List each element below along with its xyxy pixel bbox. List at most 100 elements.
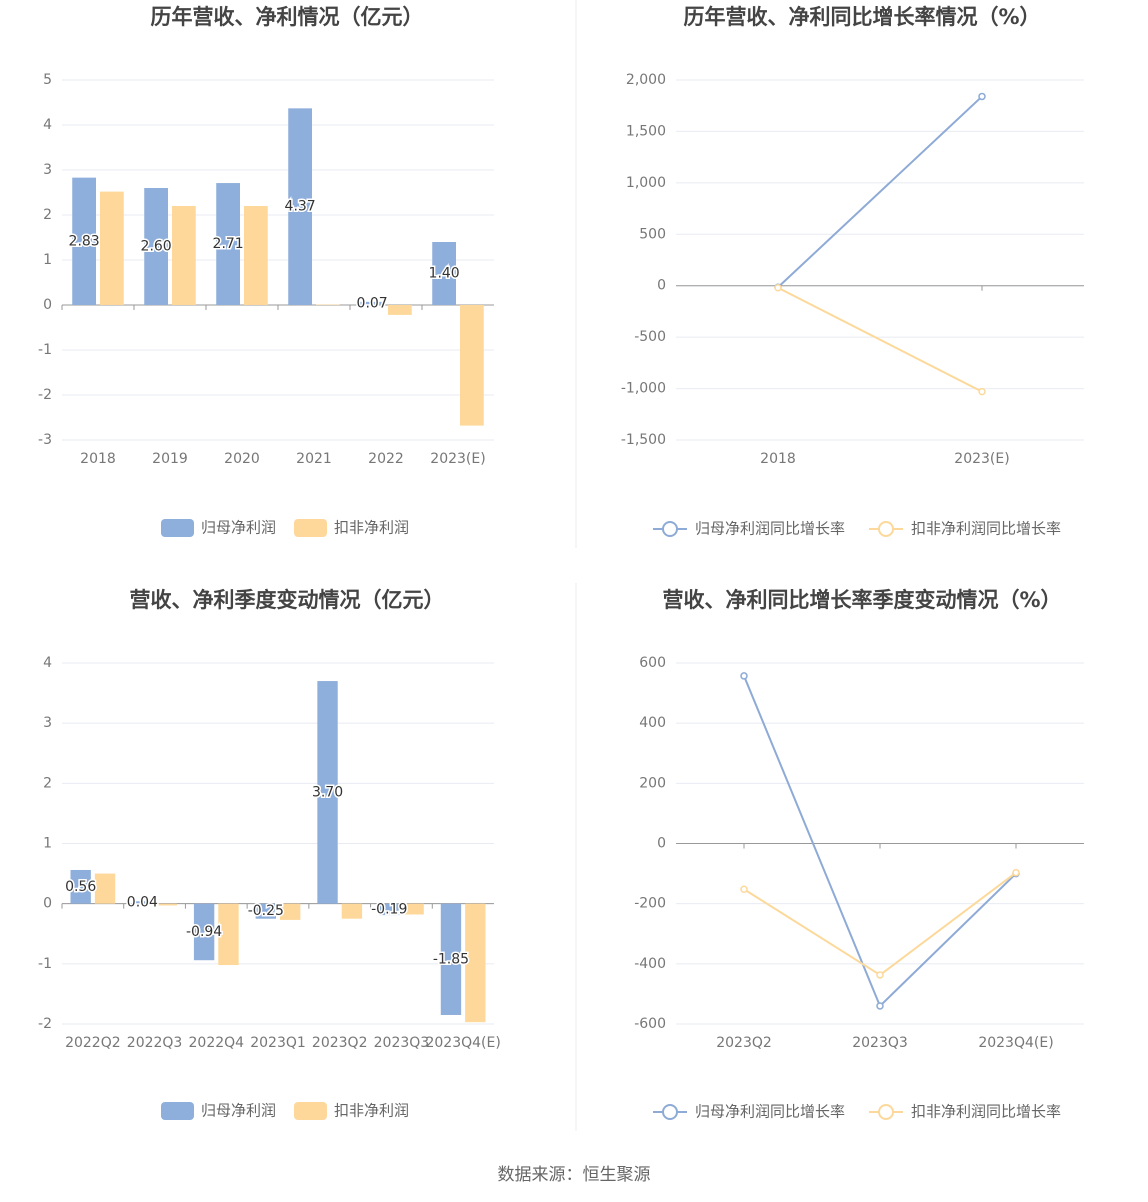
value-label: 2.71: [213, 236, 244, 252]
y-tick-label: 2,000: [626, 72, 666, 88]
legend-label: 归母净利润: [201, 1102, 276, 1120]
x-tick-label: 2023Q1: [250, 1035, 306, 1051]
y-tick-label: 1,500: [626, 123, 666, 139]
y-tick-label: 0: [657, 278, 666, 294]
y-tick-label: 2: [43, 775, 52, 791]
legend-label: 归母净利润: [201, 519, 276, 537]
bar: [317, 681, 338, 904]
point: [740, 885, 748, 893]
value-label: 3.70: [312, 784, 343, 800]
bar: [288, 108, 312, 305]
point: [740, 672, 748, 680]
bar: [388, 305, 412, 315]
bar: [465, 903, 486, 1023]
series-line: [743, 675, 1017, 1008]
y-tick-label: 0: [43, 896, 52, 912]
x-tick-label: 2023Q3: [374, 1035, 430, 1051]
y-tick-label: 500: [639, 226, 666, 242]
legend-swatch: [878, 1104, 894, 1120]
y-tick-label: 1: [43, 836, 52, 852]
bar: [316, 304, 340, 306]
value-label: -1.85: [433, 951, 469, 967]
y-tick-label: 0: [657, 836, 666, 852]
legend-label: 扣非净利润: [334, 1102, 409, 1120]
chart-title: 营收、净利季度变动情况（亿元）: [130, 588, 445, 612]
y-tick-label: 3: [43, 715, 52, 731]
bar: [460, 305, 484, 426]
source: 数据来源：恒生聚源: [498, 1165, 651, 1185]
y-tick-label: 4: [43, 655, 52, 671]
y-tick-label: -1: [38, 956, 52, 972]
x-tick-label: 2023Q2: [716, 1035, 772, 1051]
x-tick-label: 2018: [760, 451, 796, 467]
y-tick-label: 400: [639, 715, 666, 731]
x-tick-label: 2019: [152, 451, 188, 467]
bar: [94, 873, 116, 904]
y-tick-label: 200: [639, 775, 666, 791]
legend-swatch: [161, 1102, 194, 1120]
chart-title: 营收、净利同比增长率季度变动情况（%）: [662, 588, 1061, 612]
value-label: 2.83: [69, 233, 100, 249]
y-tick-label: 5: [43, 72, 52, 88]
x-tick-label: 2022Q3: [127, 1035, 183, 1051]
bar: [216, 183, 240, 305]
bar: [72, 177, 96, 305]
legend-swatch: [294, 1102, 327, 1120]
point: [774, 284, 782, 292]
chart-title: 历年营收、净利情况（亿元）: [151, 5, 424, 29]
bar: [379, 903, 400, 916]
x-tick-label: 2023Q3: [852, 1035, 908, 1051]
x-tick-label: 2023Q4(E): [425, 1035, 500, 1051]
bar: [144, 188, 168, 305]
value-label: 4.37: [285, 199, 316, 215]
x-tick-label: 2022Q4: [189, 1035, 245, 1051]
bar: [440, 903, 462, 1015]
bar: [132, 901, 153, 904]
series-line: [743, 871, 1017, 977]
y-tick-label: -2: [38, 1016, 52, 1032]
bar: [280, 903, 301, 920]
series-line: [777, 95, 983, 288]
y-tick-label: 4: [43, 117, 52, 133]
value-label: 1.40: [429, 266, 460, 282]
value-label: -0.19: [371, 901, 407, 917]
y-tick-label: -1: [38, 342, 52, 358]
chart-title: 历年营收、净利同比增长率情况（%）: [683, 5, 1040, 29]
legend-swatch: [662, 1104, 678, 1120]
x-tick-label: 2023(E): [954, 451, 1009, 467]
legend-swatch: [662, 521, 678, 537]
bar: [100, 191, 124, 305]
x-tick-label: 2022Q2: [65, 1035, 121, 1051]
y-tick-label: -600: [634, 1016, 666, 1032]
y-tick-label: 600: [639, 655, 666, 671]
value-label: 0.04: [127, 894, 158, 910]
bar: [70, 869, 91, 904]
y-tick-label: -1,000: [621, 381, 666, 397]
legend-swatch: [161, 519, 194, 537]
bar: [193, 903, 215, 961]
bar: [432, 242, 456, 305]
y-tick-label: 0: [43, 297, 52, 313]
bar: [218, 903, 239, 966]
legend-label: 归母净利润同比增长率: [695, 520, 845, 538]
point: [1012, 868, 1020, 877]
point: [978, 387, 986, 396]
point: [876, 971, 884, 979]
value-label: -0.25: [248, 903, 284, 919]
y-tick-label: 1: [43, 252, 52, 268]
value-label: 0.56: [65, 879, 96, 895]
bar: [403, 903, 424, 915]
x-tick-label: 2023Q4(E): [978, 1035, 1053, 1051]
y-tick-label: -3: [38, 432, 52, 448]
y-tick-label: -200: [634, 896, 666, 912]
bar: [156, 903, 177, 906]
point: [978, 92, 986, 101]
x-tick-label: 2022: [368, 451, 404, 467]
y-tick-label: -2: [38, 387, 52, 403]
series-line: [777, 286, 983, 393]
y-tick-label: -1,500: [621, 432, 666, 448]
y-tick-label: -400: [634, 956, 666, 972]
legend-label: 扣非净利润: [334, 519, 409, 537]
bar: [341, 903, 363, 919]
